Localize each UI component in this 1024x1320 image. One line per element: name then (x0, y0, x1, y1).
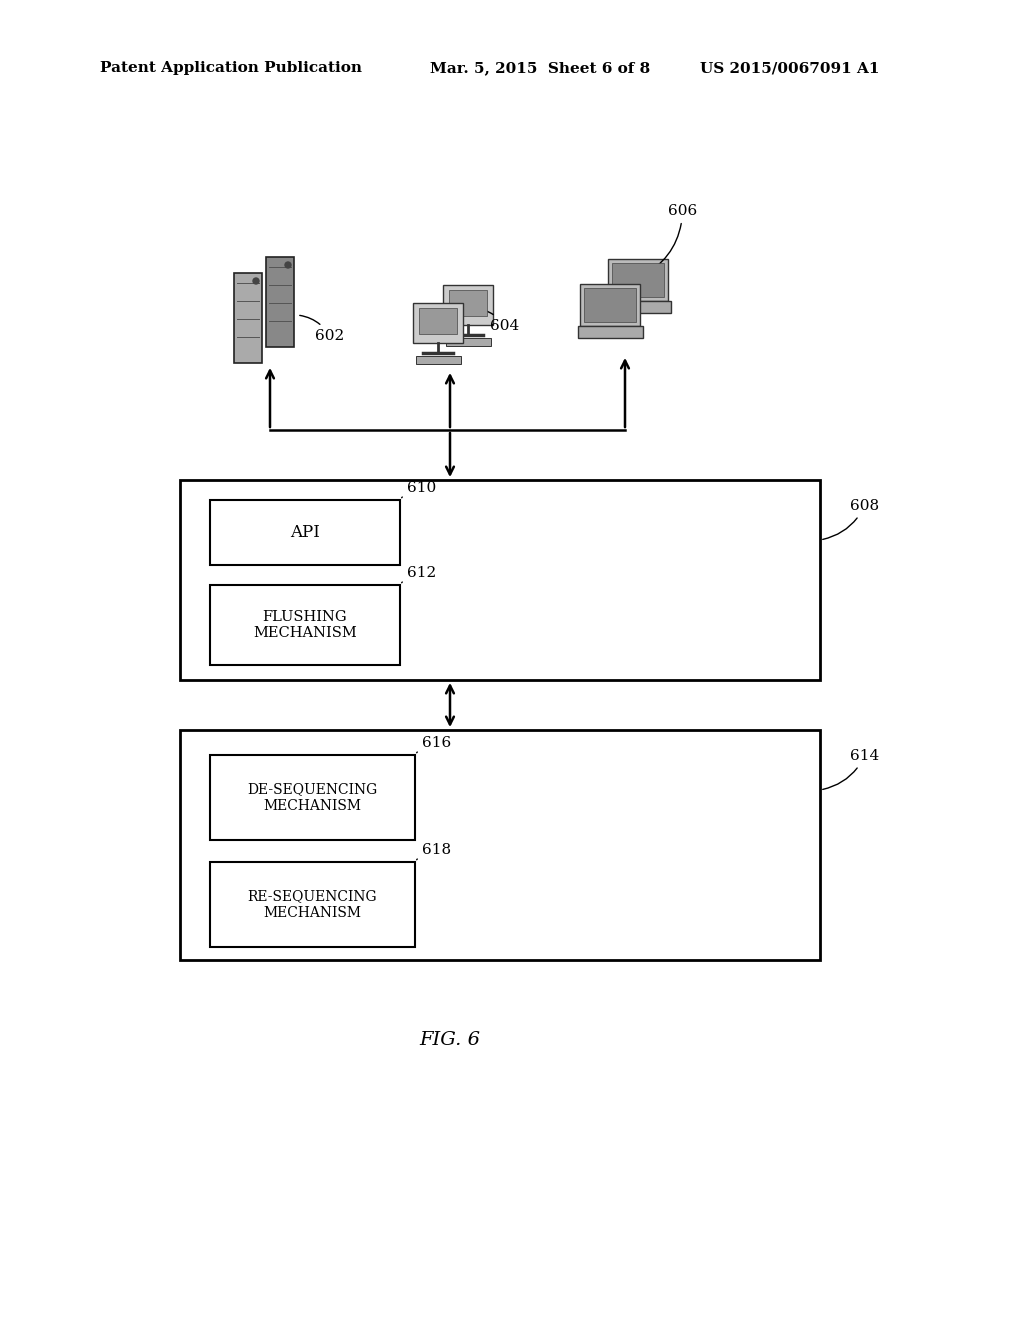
Bar (180, 480, 820, 680)
Bar (416, 356, 461, 364)
Bar (180, 730, 820, 960)
Bar (584, 288, 636, 322)
Bar (413, 304, 463, 343)
Text: FIG. 6: FIG. 6 (420, 1031, 480, 1049)
Bar (210, 585, 400, 665)
Text: 610: 610 (401, 480, 436, 498)
Text: 618: 618 (417, 843, 452, 859)
Text: FLUSHING
MECHANISM: FLUSHING MECHANISM (253, 610, 357, 640)
Text: US 2015/0067091 A1: US 2015/0067091 A1 (700, 61, 880, 75)
Text: 604: 604 (475, 308, 519, 333)
Bar (445, 338, 490, 346)
Text: API: API (290, 524, 319, 541)
Bar (612, 263, 664, 297)
Bar (580, 284, 640, 326)
Text: 616: 616 (417, 737, 452, 752)
Bar (608, 259, 668, 301)
Text: DE-SEQUENCING
MECHANISM: DE-SEQUENCING MECHANISM (248, 783, 378, 813)
Text: 612: 612 (401, 566, 436, 582)
Bar (210, 500, 400, 565)
Circle shape (253, 279, 259, 284)
Bar (266, 257, 294, 347)
Bar (210, 862, 415, 946)
Bar (450, 290, 486, 315)
Text: 606: 606 (640, 205, 697, 277)
Bar (578, 326, 642, 338)
Bar (210, 755, 415, 840)
Text: RE-SEQUENCING
MECHANISM: RE-SEQUENCING MECHANISM (248, 890, 377, 920)
Text: Mar. 5, 2015  Sheet 6 of 8: Mar. 5, 2015 Sheet 6 of 8 (430, 61, 650, 75)
Bar (605, 301, 671, 313)
Circle shape (285, 261, 291, 268)
Bar (443, 285, 493, 325)
Bar (234, 273, 262, 363)
Text: 614: 614 (822, 748, 880, 789)
Text: 602: 602 (300, 315, 344, 343)
Text: 608: 608 (822, 499, 880, 540)
Text: Patent Application Publication: Patent Application Publication (100, 61, 362, 75)
Bar (419, 308, 457, 334)
